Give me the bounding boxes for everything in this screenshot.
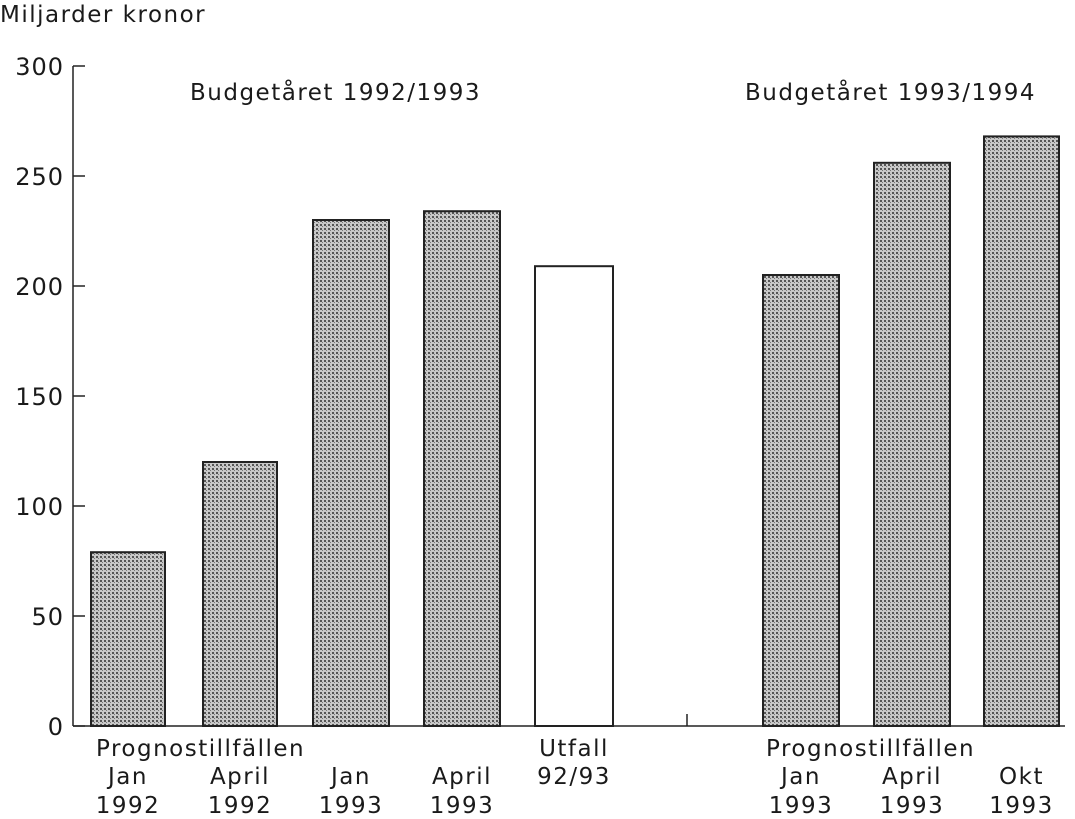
x-tick-label: 1993: [880, 793, 945, 819]
x-tick-label: Jan: [106, 764, 148, 790]
y-tick-label: 300: [15, 53, 64, 81]
bar-2: [202, 461, 278, 727]
bar-7: [873, 161, 951, 728]
x-tick-label: 1992: [208, 793, 273, 819]
bar-3: [312, 219, 390, 727]
bar-5: [534, 265, 614, 727]
bar-4: [423, 210, 501, 727]
x-tick-label: April: [432, 764, 492, 790]
group-label-2: Prognostillfällen: [766, 736, 975, 762]
bar-6: [762, 274, 840, 727]
y-tick-label: 200: [15, 273, 64, 301]
x-tick-label: 1993: [319, 793, 384, 819]
x-tick-label: 1993: [989, 793, 1054, 819]
x-tick-label: April: [210, 764, 270, 790]
group-label-1: Prognostillfällen: [96, 736, 305, 762]
group-title-2: Budgetåret 1993/1994: [745, 78, 1036, 106]
x-tick-label: 1992: [96, 793, 161, 819]
y-tick-label: 0: [48, 713, 64, 741]
x-tick-label: Okt: [999, 764, 1044, 790]
x-tick-label: Utfall: [539, 736, 609, 762]
y-tick-label: 250: [15, 163, 64, 191]
x-tick-label: Jan: [329, 764, 371, 790]
x-tick-label: Jan: [779, 764, 821, 790]
y-tick-label: 100: [15, 493, 64, 521]
y-tick-label: 150: [15, 383, 64, 411]
x-tick-label: April: [882, 764, 942, 790]
y-axis-label: Miljarder kronor: [0, 2, 206, 28]
bar-8: [983, 135, 1060, 727]
group-title-1: Budgetåret 1992/1993: [190, 78, 481, 106]
x-tick-label: 92/93: [537, 764, 611, 790]
bar-1: [90, 551, 166, 728]
x-tick-label: 1993: [769, 793, 834, 819]
y-tick-label: 50: [31, 603, 64, 631]
x-tick-label: 1993: [430, 793, 495, 819]
